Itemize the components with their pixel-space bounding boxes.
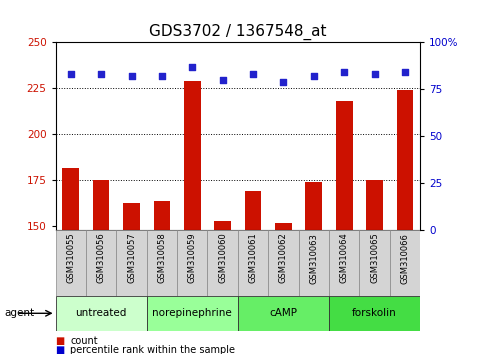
Text: GSM310055: GSM310055 xyxy=(66,233,75,283)
Bar xyxy=(366,181,383,230)
Text: GSM310066: GSM310066 xyxy=(400,233,410,284)
Text: forskolin: forskolin xyxy=(352,308,397,318)
Bar xyxy=(62,167,79,230)
Bar xyxy=(245,192,261,230)
Point xyxy=(67,72,74,77)
Bar xyxy=(56,296,147,331)
Text: GSM310056: GSM310056 xyxy=(97,233,106,284)
Point xyxy=(310,73,318,79)
Bar xyxy=(177,230,208,296)
Text: untreated: untreated xyxy=(75,308,127,318)
Bar xyxy=(329,296,420,331)
Point xyxy=(158,73,166,79)
Text: GSM310058: GSM310058 xyxy=(157,233,167,284)
Point xyxy=(128,73,135,79)
Bar xyxy=(154,201,170,230)
Bar xyxy=(147,296,238,331)
Text: GSM310061: GSM310061 xyxy=(249,233,257,284)
Point xyxy=(219,77,227,83)
Bar xyxy=(147,230,177,296)
Text: cAMP: cAMP xyxy=(270,308,298,318)
Bar xyxy=(298,230,329,296)
Point xyxy=(97,72,105,77)
Bar xyxy=(238,230,268,296)
Point xyxy=(249,72,257,77)
Bar xyxy=(390,230,420,296)
Text: GSM310063: GSM310063 xyxy=(309,233,318,284)
Text: ■: ■ xyxy=(56,336,65,346)
Bar xyxy=(397,90,413,230)
Text: count: count xyxy=(70,336,98,346)
Text: agent: agent xyxy=(5,308,35,318)
Bar xyxy=(184,81,200,230)
Text: GSM310057: GSM310057 xyxy=(127,233,136,284)
Text: GSM310065: GSM310065 xyxy=(370,233,379,284)
Text: percentile rank within the sample: percentile rank within the sample xyxy=(70,345,235,354)
Bar xyxy=(359,230,390,296)
Text: GSM310059: GSM310059 xyxy=(188,233,197,283)
Bar xyxy=(208,230,238,296)
Bar xyxy=(305,182,322,230)
Point xyxy=(401,70,409,75)
Bar xyxy=(116,230,147,296)
Text: GSM310060: GSM310060 xyxy=(218,233,227,284)
Bar xyxy=(275,223,292,230)
Bar xyxy=(93,181,110,230)
Bar xyxy=(336,101,353,230)
Bar xyxy=(238,296,329,331)
Bar xyxy=(56,230,86,296)
Bar xyxy=(123,202,140,230)
Point xyxy=(341,70,348,75)
Point xyxy=(280,79,287,85)
Bar xyxy=(214,221,231,230)
Text: ■: ■ xyxy=(56,345,65,354)
Text: GSM310064: GSM310064 xyxy=(340,233,349,284)
Title: GDS3702 / 1367548_at: GDS3702 / 1367548_at xyxy=(149,23,327,40)
Bar xyxy=(268,230,298,296)
Point xyxy=(188,64,196,70)
Text: norepinephrine: norepinephrine xyxy=(153,308,232,318)
Bar xyxy=(86,230,116,296)
Point xyxy=(371,72,379,77)
Bar xyxy=(329,230,359,296)
Text: GSM310062: GSM310062 xyxy=(279,233,288,284)
